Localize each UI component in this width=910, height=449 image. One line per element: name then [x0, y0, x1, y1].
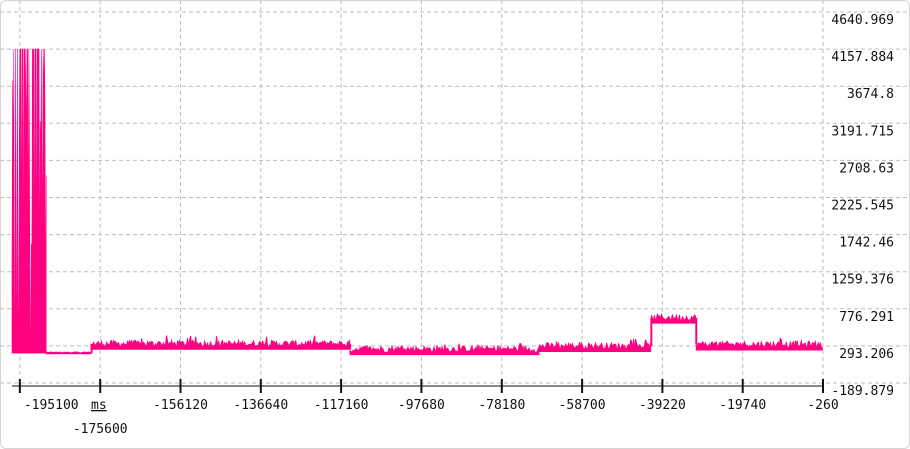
x-axis-labels: -195100 -175600 -156120 -136640 -117160 -9768…	[24, 398, 839, 437]
series-band	[91, 335, 351, 350]
y-tick-label: -189.879	[831, 384, 894, 399]
x-tick-label: -175600	[73, 422, 128, 437]
y-tick-label: 2708.63	[839, 161, 894, 176]
y-tick-label: 776.291	[839, 310, 894, 325]
series-band	[539, 338, 652, 352]
y-tick-label: 4640.969	[831, 13, 894, 28]
y-tick-label: 3191.715	[831, 124, 894, 139]
x-tick-label: -136640	[233, 398, 288, 413]
y-tick-label: 3674.8	[847, 87, 894, 102]
series-band	[45, 351, 92, 355]
x-tick-label: -117160	[314, 398, 369, 413]
series-band	[349, 342, 540, 356]
x-tick-label: -156120	[153, 398, 208, 413]
x-tick-label: -97680	[398, 398, 445, 413]
x-tick-label: -19740	[719, 398, 766, 413]
x-tick-label: -78180	[478, 398, 525, 413]
x-axis	[12, 379, 824, 393]
x-axis-unit-label: ms	[91, 398, 107, 413]
x-tick-label: -195100	[24, 398, 79, 413]
y-tick-label: 4157.884	[831, 50, 894, 65]
series-layer	[11, 48, 823, 356]
x-tick-label: -58700	[559, 398, 606, 413]
x-tick-label: -39220	[639, 398, 686, 413]
y-tick-label: 1259.376	[831, 273, 894, 288]
grid-lines	[0, 0, 910, 384]
series-line	[11, 48, 823, 356]
y-tick-label: 2225.545	[831, 199, 894, 214]
series-band	[695, 336, 823, 351]
y-tick-label: 293.206	[839, 347, 894, 362]
y-axis-labels: 4640.969 4157.884 3674.8 3191.715 2708.63 222…	[831, 13, 894, 399]
x-tick-label: -260	[807, 398, 838, 413]
y-tick-label: 1742.46	[839, 236, 894, 251]
series-band	[11, 48, 47, 354]
series-band	[650, 312, 696, 324]
